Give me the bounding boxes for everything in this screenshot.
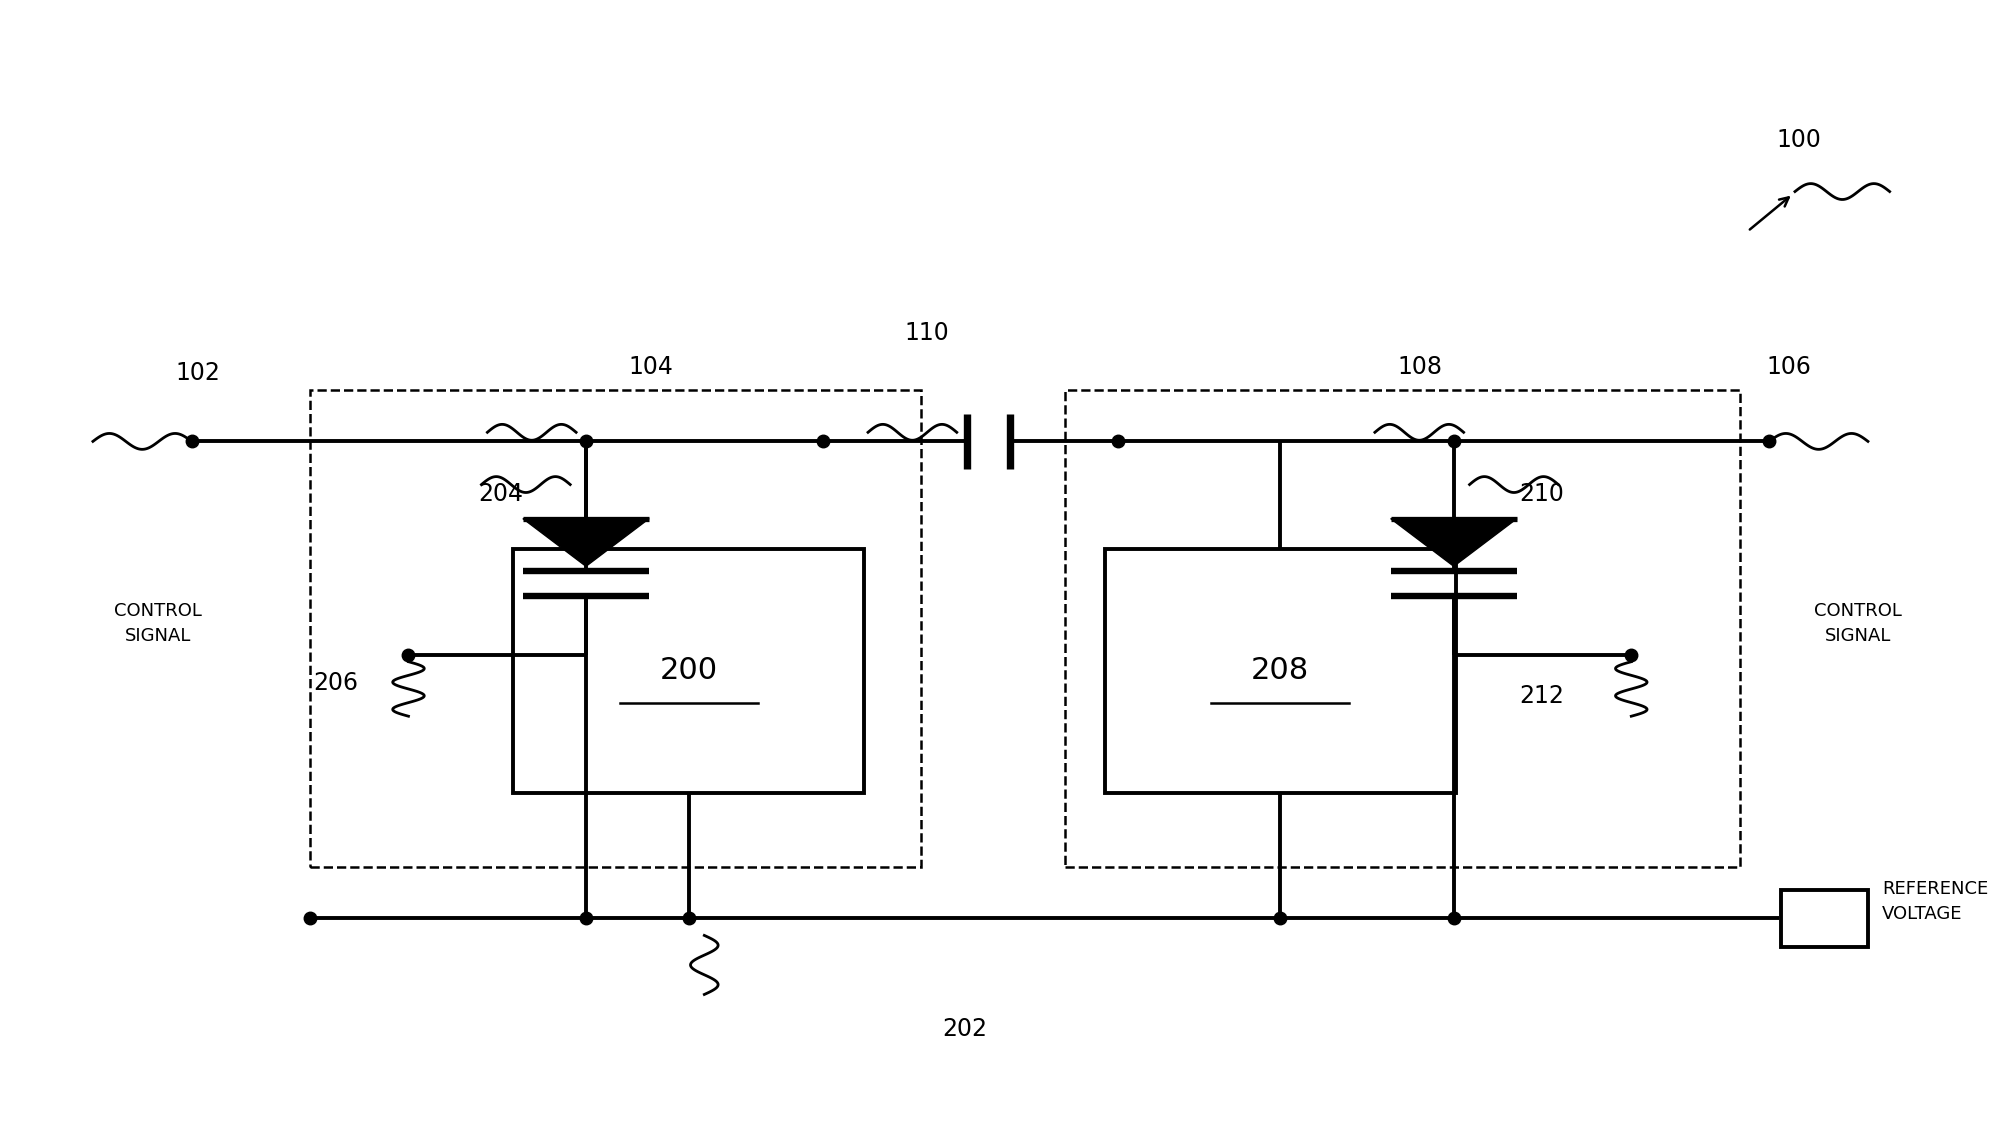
- Bar: [1781, 890, 1867, 947]
- Text: 202: 202: [942, 1017, 988, 1041]
- Text: 106: 106: [1767, 355, 1811, 379]
- Text: 102: 102: [175, 360, 219, 384]
- Polygon shape: [1390, 518, 1517, 566]
- Text: 100: 100: [1777, 128, 1821, 152]
- Text: 104: 104: [628, 355, 674, 379]
- Bar: [513, 549, 863, 794]
- Text: CONTROL
SIGNAL: CONTROL SIGNAL: [1815, 602, 1901, 644]
- Text: 206: 206: [314, 670, 358, 694]
- Text: 204: 204: [479, 482, 523, 506]
- Text: 110: 110: [905, 320, 950, 344]
- Text: 108: 108: [1398, 355, 1443, 379]
- Polygon shape: [523, 518, 650, 566]
- Text: CONTROL
SIGNAL: CONTROL SIGNAL: [115, 602, 201, 644]
- Text: 212: 212: [1519, 684, 1563, 708]
- Bar: [1105, 549, 1457, 794]
- Text: 210: 210: [1519, 482, 1563, 506]
- Text: 200: 200: [660, 657, 718, 685]
- Text: REFERENCE
VOLTAGE: REFERENCE VOLTAGE: [1881, 880, 1988, 923]
- Text: 208: 208: [1251, 657, 1310, 685]
